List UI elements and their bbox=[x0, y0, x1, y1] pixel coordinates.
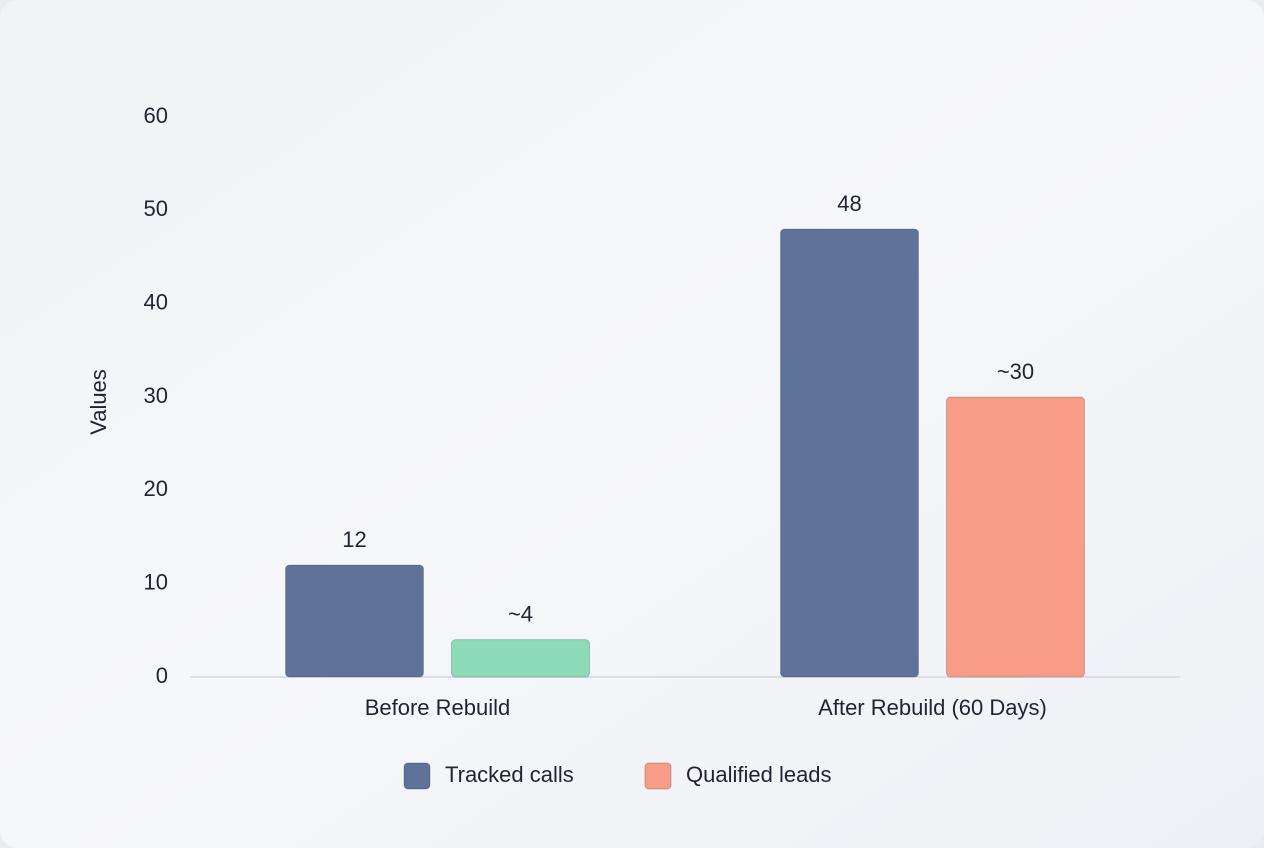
y-tick-label: 0 bbox=[156, 663, 168, 688]
y-tick-label: 50 bbox=[144, 196, 168, 221]
data-label: ~4 bbox=[508, 601, 533, 626]
data-label: 48 bbox=[837, 191, 861, 216]
bar bbox=[780, 228, 919, 678]
x-tick-label: After Rebuild (60 Days) bbox=[818, 695, 1047, 720]
data-label: ~30 bbox=[997, 359, 1034, 384]
legend-swatch bbox=[403, 762, 431, 790]
y-tick-label: 60 bbox=[144, 103, 168, 128]
bar bbox=[451, 639, 590, 678]
legend-label: Tracked calls bbox=[445, 762, 574, 787]
y-tick-label: 10 bbox=[144, 569, 168, 594]
y-tick-label: 40 bbox=[144, 289, 168, 314]
bar bbox=[285, 564, 424, 678]
y-tick-label: 30 bbox=[144, 383, 168, 408]
y-axis-label: Values bbox=[86, 369, 111, 435]
legend-label: Qualified leads bbox=[686, 762, 832, 787]
bar bbox=[946, 396, 1085, 678]
data-label: 12 bbox=[342, 527, 366, 552]
y-tick-label: 20 bbox=[144, 476, 168, 501]
x-tick-label: Before Rebuild bbox=[365, 695, 511, 720]
legend-swatch bbox=[644, 762, 672, 790]
